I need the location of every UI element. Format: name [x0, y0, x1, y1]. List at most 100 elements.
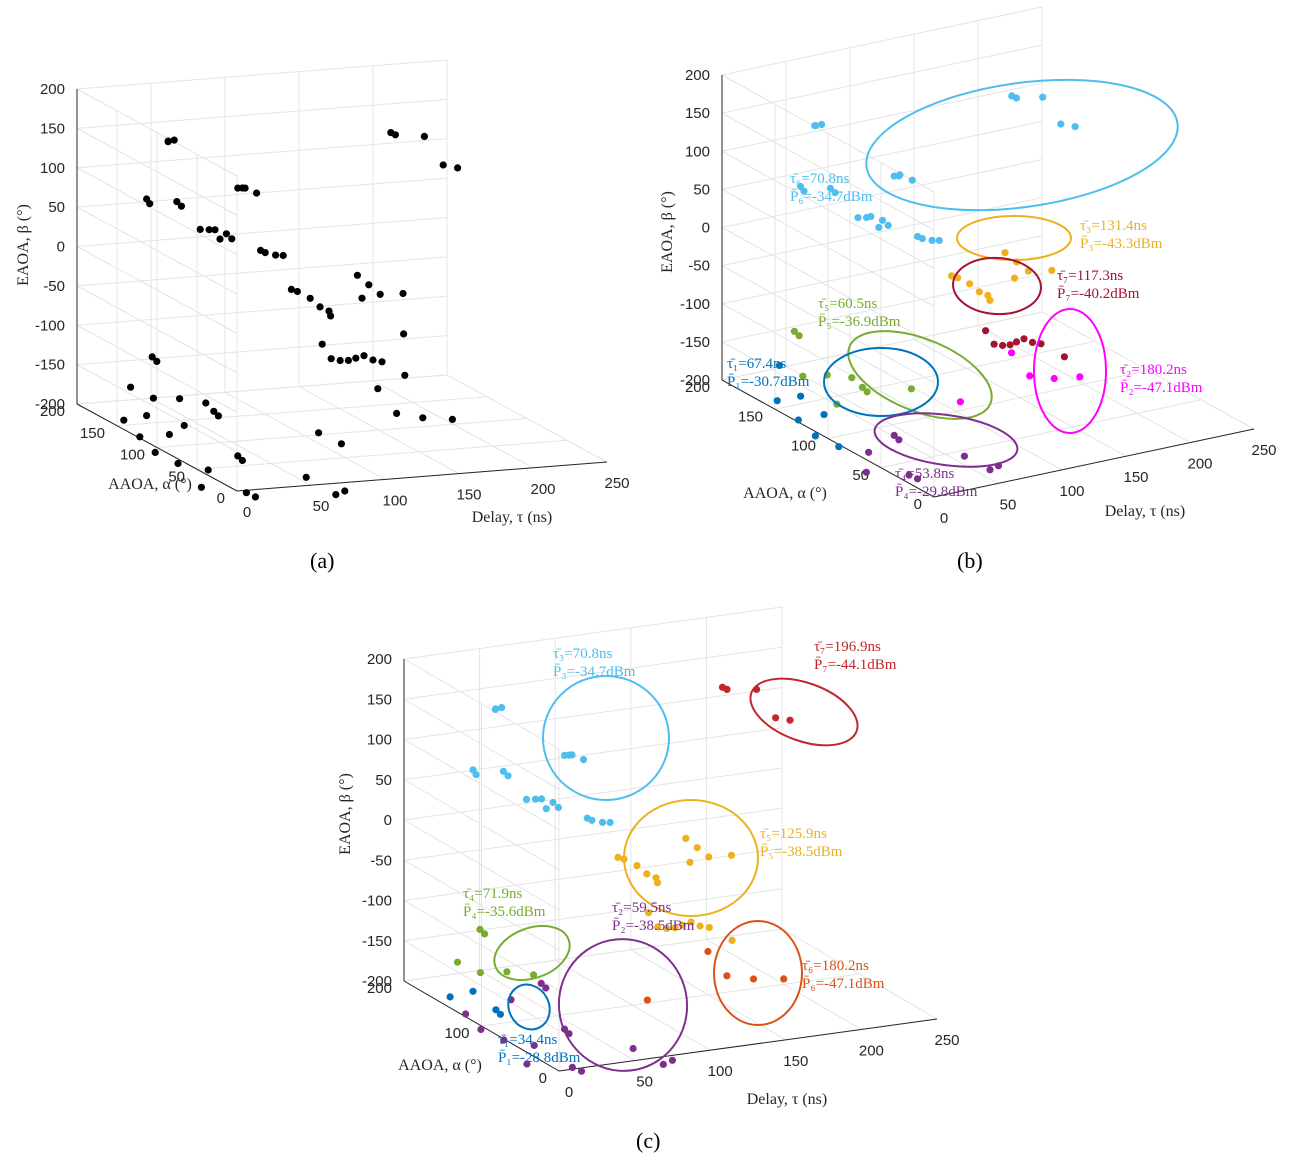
grid-line [76, 256, 448, 287]
grid-line [76, 206, 238, 295]
grid-line [403, 687, 783, 740]
data-point [469, 987, 477, 995]
grid-line [403, 646, 783, 700]
cluster-delay-label: τ̄₂=59.5ns [612, 900, 671, 916]
z-axis-label: EAOA, β (°) [15, 204, 32, 286]
cluster-power-label: P̄₆=-34.7dBm [790, 189, 873, 205]
data-point [1012, 338, 1021, 346]
z-tick-label: 0 [384, 812, 392, 829]
cluster-delay-label: τ̄₇=196.9ns [814, 639, 881, 655]
grid-line [403, 819, 560, 911]
grid-line [76, 374, 448, 405]
data-point [148, 353, 156, 361]
x-tick-label: 200 [530, 481, 555, 498]
data-point [1071, 123, 1079, 131]
grid-line [721, 188, 935, 307]
z-tick-label: 0 [57, 239, 65, 256]
data-point [204, 466, 212, 474]
grid-line [76, 324, 238, 413]
data-point [633, 862, 641, 870]
cluster-ellipse-c2 [557, 938, 689, 1072]
data-point [498, 704, 506, 712]
data-point [686, 858, 694, 866]
data-point [453, 958, 462, 966]
y-tick-label: 200 [685, 379, 710, 396]
z-axis-label: EAOA, β (°) [659, 191, 676, 273]
data-point [986, 296, 994, 304]
data-point [862, 468, 871, 476]
data-point [293, 287, 301, 296]
data-point [614, 853, 622, 862]
x-axis-label: Delay, τ (ns) [1105, 503, 1185, 520]
y-tick-label: 50 [168, 468, 185, 485]
grid-line [156, 418, 528, 448]
data-point [786, 716, 794, 724]
data-point [238, 456, 246, 465]
data-point [654, 923, 662, 931]
grid-line [721, 235, 1043, 305]
data-point [360, 352, 368, 360]
z-tick-label: -100 [362, 893, 392, 910]
data-point [848, 374, 856, 382]
data-point [918, 235, 926, 243]
data-point [393, 409, 401, 417]
data-point [542, 984, 550, 992]
x-tick-label: 250 [604, 475, 629, 492]
cluster-power-label: P̄₇=-44.1dBm [814, 657, 897, 673]
data-point [306, 294, 314, 302]
series-cluster-4 [453, 925, 538, 979]
y-tick-label: 0 [217, 490, 225, 507]
cluster-delay-label: τ̄₆=70.8ns [790, 171, 849, 187]
data-point [318, 340, 326, 348]
data-point [831, 189, 839, 197]
x-tick-label: 50 [313, 498, 330, 515]
data-point [668, 1056, 677, 1064]
series-cluster-7 [718, 683, 794, 724]
data-point [1050, 374, 1058, 383]
z-tick-label: 50 [693, 181, 710, 198]
data-point [629, 1044, 637, 1053]
data-point [907, 385, 916, 393]
data-point [164, 138, 172, 146]
z-tick-label: 50 [375, 772, 392, 789]
data-point [391, 131, 399, 139]
y-tick-label: 150 [80, 425, 105, 442]
data-point [794, 416, 803, 424]
cluster-power-label: P̄₁=-30.7dBm [727, 374, 810, 390]
data-point [1076, 373, 1084, 381]
chart-panel-c: 0 50 100 150 200 250 0 100 200 200 150 100 50 0 -50 -10… [337, 606, 960, 1108]
data-point [896, 171, 904, 179]
data-point [374, 385, 382, 393]
z-tick-label: -50 [43, 278, 65, 295]
panel-label-b: (b) [957, 548, 983, 574]
data-point [1001, 249, 1009, 257]
y-axis-label: AAOA, α (°) [108, 476, 192, 493]
data-point [353, 271, 361, 279]
cluster-power-label: P̄₅=-38.5dBm [760, 844, 843, 860]
series-cluster-5 [614, 834, 736, 945]
y-tick-label: 200 [40, 403, 65, 420]
data-point [253, 189, 261, 197]
data-point [568, 751, 576, 759]
grid-line [721, 120, 1043, 190]
data-point [1039, 93, 1047, 101]
z-axis-label: EAOA, β (°) [337, 773, 354, 855]
data-point [1057, 120, 1065, 128]
data-point [884, 221, 892, 229]
data-point [875, 223, 883, 231]
data-point [568, 1063, 577, 1071]
data-point [530, 1041, 538, 1049]
data-point [913, 475, 922, 483]
grid-line [76, 88, 238, 177]
data-point [663, 924, 671, 933]
data-point [251, 493, 259, 501]
data-point [775, 361, 784, 369]
cluster-power-label: P̄₂=-47.1dBm [1120, 380, 1203, 396]
data-point [476, 969, 484, 977]
data-point [966, 280, 974, 288]
data-point [645, 909, 653, 917]
data-point [780, 975, 788, 983]
z-tick-label: -150 [362, 933, 392, 950]
cluster-power-label: P̄₅=-36.9dBm [818, 314, 901, 330]
